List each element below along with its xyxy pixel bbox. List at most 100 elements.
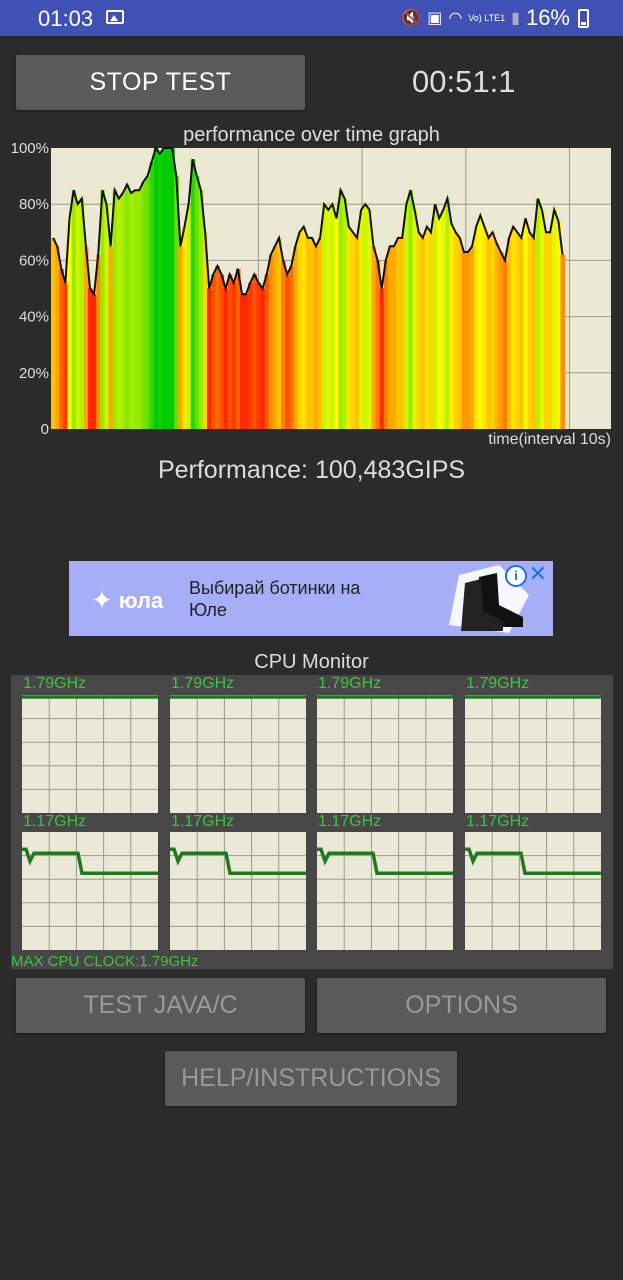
wifi-icon: ◠ <box>448 10 463 27</box>
graph-bar <box>375 260 381 429</box>
graph-bar <box>519 237 525 429</box>
graph-bar <box>486 237 492 429</box>
graph-bar <box>548 232 553 429</box>
status-bar: 01:03 🔇 ▣ ◠ Vo) LTE1 ▮ 16% <box>0 0 623 36</box>
graph-bar <box>478 215 483 429</box>
graph-bar <box>535 198 541 429</box>
graph-bar <box>453 232 459 429</box>
graph-bar <box>342 198 348 429</box>
graph-bar <box>104 204 110 429</box>
test-java-button[interactable]: TEST JAVA/C <box>16 978 305 1033</box>
graph-bar <box>313 246 319 429</box>
graph-y-tick: 100% <box>11 140 49 157</box>
graph-bar <box>396 237 401 429</box>
graph-x-label: time(interval 10s) <box>488 431 611 448</box>
graph-bar <box>51 237 56 429</box>
core-graph <box>317 832 453 950</box>
graph-bar <box>400 237 405 429</box>
graph-y-tick: 80% <box>19 196 49 213</box>
graph-bar <box>108 246 114 429</box>
graph-bar <box>157 153 163 429</box>
graph-bar <box>527 232 533 429</box>
sparkle-icon: ✦ <box>91 585 113 615</box>
graph-bar <box>437 218 442 429</box>
ad-banner[interactable]: ✦ юла Выбирай ботинки на Юле i ✕ <box>69 561 553 636</box>
graph-bar <box>100 190 106 429</box>
graph-y-tick: 20% <box>19 365 49 382</box>
graph-bar <box>63 282 69 429</box>
graph-bar <box>211 274 216 429</box>
status-time: 01:03 <box>38 6 94 31</box>
graph-bar <box>318 237 323 429</box>
graph-bar <box>490 232 496 429</box>
graph-bar <box>309 237 315 429</box>
graph-bar <box>350 232 356 429</box>
core-frequency-line <box>317 847 453 875</box>
graph-bar <box>379 288 385 429</box>
core-frequency-label: 1.79GHz <box>171 675 235 692</box>
core-frequency-label: 1.17GHz <box>23 813 87 830</box>
options-button[interactable]: OPTIONS <box>317 978 606 1033</box>
graph-bar <box>87 288 93 429</box>
graph-bar <box>124 184 130 429</box>
graph-bar <box>539 209 545 429</box>
help-instructions-button[interactable]: HELP/INSTRUCTIONS <box>165 1051 457 1106</box>
graph-bar <box>445 198 451 429</box>
graph-bar <box>215 266 221 429</box>
graph-bar <box>461 251 467 429</box>
graph-bar <box>297 232 303 429</box>
graph-bar <box>482 226 488 429</box>
graph-bar <box>92 294 97 429</box>
graph-bar <box>198 190 204 429</box>
battery-icon <box>578 8 589 28</box>
graph-bar <box>441 209 446 429</box>
graph-bar <box>408 190 414 429</box>
graph-bar <box>272 246 278 429</box>
graph-bar <box>190 159 196 430</box>
graph-bar <box>112 190 118 429</box>
graph-bar <box>153 148 159 429</box>
ad-close-icon[interactable]: ✕ <box>528 561 547 586</box>
performance-readout: Performance: 100,483GIPS <box>157 456 466 484</box>
graph-bar <box>326 209 331 429</box>
core-frequency-label: 1.79GHz <box>466 675 530 692</box>
core-frequency-label: 1.79GHz <box>23 675 87 692</box>
core-frequency-label: 1.17GHz <box>466 813 530 830</box>
graph-bar <box>301 226 307 429</box>
graph-line <box>52 145 564 297</box>
graph-bar <box>260 288 266 429</box>
graph-bar <box>223 288 229 429</box>
graph-bar <box>322 204 327 429</box>
image-icon <box>106 10 124 24</box>
graph-bar <box>248 282 253 429</box>
graph-bar <box>359 209 364 429</box>
ad-info-icon[interactable]: i <box>505 565 527 587</box>
graph-bar <box>334 218 340 429</box>
core-graph <box>317 695 453 813</box>
graph-bar <box>137 190 142 429</box>
core-frequency-label: 1.17GHz <box>318 813 382 830</box>
graph-bar <box>416 232 422 429</box>
graph-bar <box>355 237 360 429</box>
graph-bar <box>149 162 155 430</box>
graph-bar <box>465 251 471 429</box>
graph-bar <box>75 204 81 429</box>
graph-bar <box>120 192 126 429</box>
cpu-monitor-title: CPU Monitor <box>254 651 369 673</box>
graph-bar <box>556 221 562 429</box>
graph-bar <box>330 204 336 429</box>
graph-bar <box>391 246 397 429</box>
graph-bar <box>552 209 557 429</box>
performance-graph: 100% 80% 60% 40% 20% 0 <box>11 140 611 438</box>
stop-test-button[interactable]: STOP TEST <box>16 55 305 110</box>
core-frequency-line <box>170 847 306 875</box>
test-timer: 00:51:1 <box>412 64 516 99</box>
graph-bar <box>186 204 192 429</box>
core-frequency-label: 1.17GHz <box>171 813 235 830</box>
graph-bar <box>161 148 167 429</box>
signal-icon: ▮ <box>511 10 520 27</box>
graph-bar <box>59 268 64 429</box>
graph-bar <box>305 237 311 429</box>
graph-bar <box>474 226 479 429</box>
graph-bar <box>338 190 344 429</box>
